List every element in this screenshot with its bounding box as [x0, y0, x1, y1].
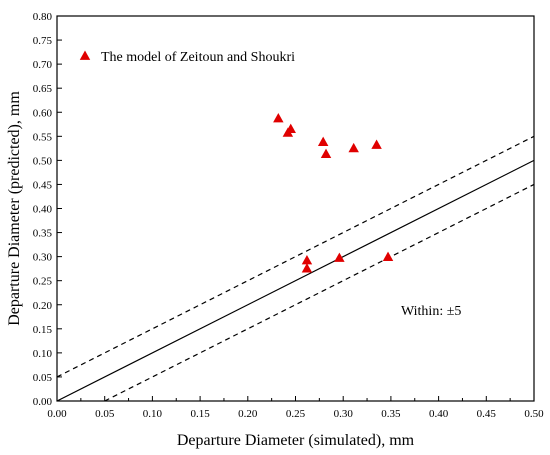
- y-tick-label: 0.75: [33, 35, 53, 47]
- data-point-triangle: [382, 251, 394, 261]
- y-tick-label: 0.05: [33, 372, 53, 384]
- reference-lines: [57, 135, 534, 401]
- data-point-triangle: [301, 263, 313, 273]
- y-tick-label: 0.40: [33, 204, 53, 216]
- legend-triangle-marker: [79, 50, 91, 60]
- y-tick-label: 0.65: [33, 83, 53, 95]
- y-tick-label: 0.25: [33, 276, 53, 288]
- reference-line-tolerance-1: [57, 135, 534, 378]
- y-tick-label: 0.10: [33, 348, 53, 360]
- y-tick-label: 0.20: [33, 300, 53, 312]
- data-point-triangle: [285, 123, 296, 133]
- data-point-triangle: [317, 136, 329, 146]
- data-point-triangle: [371, 139, 382, 149]
- y-tick-label: 0.70: [33, 59, 53, 71]
- x-tick-label: 0.00: [47, 408, 67, 420]
- x-tick-label: 0.45: [477, 408, 497, 420]
- y-tick-label: 0.30: [33, 252, 53, 264]
- y-tick-label: 0.60: [33, 107, 53, 119]
- y-tick-label: 0.55: [33, 131, 53, 143]
- data-point-triangle: [320, 148, 332, 158]
- data-point-triangle: [301, 254, 313, 265]
- x-tick-label: 0.25: [286, 408, 306, 420]
- y-tick-label: 0.35: [33, 228, 53, 240]
- y-tick-label: 0.15: [33, 324, 53, 336]
- legend-label: The model of Zeitoun and Shoukri: [101, 50, 295, 65]
- y-axis-title: Departure Diameter (predicted), mm: [6, 91, 23, 326]
- legend: The model of Zeitoun and Shoukri: [79, 50, 295, 65]
- x-tick-label: 0.30: [334, 408, 354, 420]
- x-axis: 0.00 0.05 0.10 0.15 0.20 0.25 0.30 0.35 0.40 0.45…: [47, 396, 544, 420]
- x-tick-label: 0.40: [429, 408, 449, 420]
- x-tick-label: 0.15: [190, 408, 210, 420]
- tolerance-annotation: Within: ±5: [401, 304, 461, 319]
- data-point-triangle: [273, 113, 284, 123]
- data-point-triangle: [348, 142, 359, 153]
- reference-line-identity: [57, 159, 534, 401]
- data-point-triangle: [334, 252, 345, 262]
- x-tick-label: 0.10: [143, 408, 163, 420]
- x-tick-label: 0.35: [381, 408, 401, 420]
- x-axis-title: Departure Diameter (simulated), mm: [177, 432, 415, 449]
- y-tick-label: 0.80: [33, 11, 53, 23]
- y-tick-label: 0.00: [33, 396, 53, 408]
- data-points: [273, 113, 394, 273]
- y-tick-label: 0.45: [33, 179, 53, 191]
- reference-line-tolerance-2: [104, 183, 534, 401]
- y-axis: 0.00 0.05 0.10 0.15 0.20 0.25 0.30 0.35 0.40 0.45…: [33, 11, 62, 408]
- x-tick-label: 0.05: [95, 408, 115, 420]
- plot-frame: [56, 15, 535, 402]
- x-tick-label: 0.20: [238, 408, 258, 420]
- x-tick-label: 0.50: [524, 408, 544, 420]
- y-tick-label: 0.50: [33, 155, 53, 167]
